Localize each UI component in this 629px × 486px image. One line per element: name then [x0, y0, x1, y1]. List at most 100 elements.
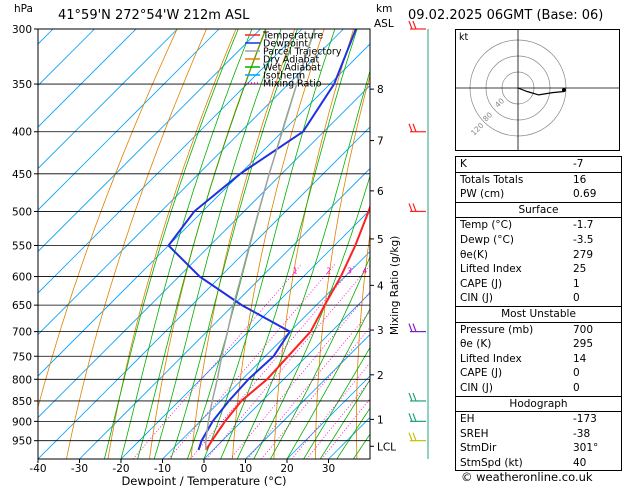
km-tick-label: 5 [377, 234, 384, 246]
hodo-value: -173 [573, 413, 597, 426]
mu-row: CAPE (J) 0 [456, 366, 621, 381]
temp-tick-label: 10 [239, 463, 252, 475]
pressure-tick-label: 650 [12, 300, 32, 312]
mu-value: 0 [573, 367, 580, 380]
mixing-ratio-line [306, 379, 370, 459]
mu-row: CIN (J) 0 [456, 381, 621, 397]
pressure-tick-label: 900 [12, 416, 32, 428]
surface-label: Temp (°C) [460, 219, 513, 232]
surface-row: CIN (J) 0 [456, 291, 621, 307]
hodograph-unit-label: kt [459, 32, 469, 43]
mixing-ratio-line [132, 264, 302, 459]
mixing-ratio-line [321, 398, 370, 459]
indices-row-pw: PW (cm) 0.69 [456, 187, 621, 203]
isotherm-line [203, 292, 370, 459]
wind-barb [408, 392, 426, 402]
most-unstable-title: Most Unstable [456, 307, 621, 323]
mixing-ratio-line [206, 264, 370, 459]
wind-barb-flag [412, 20, 417, 30]
wind-barb-flag [408, 123, 413, 132]
temp-tick-label: -40 [29, 463, 46, 475]
surface-label: θe(K) [460, 248, 488, 261]
credit-text: © weatheronline.co.uk [461, 470, 593, 484]
surface-value: 1 [573, 277, 580, 290]
mu-value: 14 [573, 352, 587, 365]
datetime-title: 09.02.2025 06GMT (Base: 06) [408, 8, 604, 23]
dry-adiabat-line [315, 74, 370, 459]
surface-value: -1.7 [573, 219, 594, 232]
hodo-value: 301° [573, 442, 599, 455]
wet-adiabat-line [270, 255, 370, 459]
isotherm-line [38, 29, 261, 253]
wind-barb-flag [408, 203, 413, 212]
dry-adiabat-line [356, 231, 370, 459]
indices-table: K -7 Totals Totals 16 PW (cm) 0.69 Surface … [455, 156, 622, 472]
hodo-row: EH -173 [456, 412, 621, 427]
profile-parcel-trajectory [204, 29, 316, 451]
indices-value: 0.69 [573, 188, 597, 201]
mixing-ratio-axis-title: Mixing Ratio (g/kg) [389, 236, 401, 335]
km-tick-label: 8 [377, 84, 384, 96]
profile-dewpoint [167, 29, 357, 451]
pressure-tick-label: 850 [12, 396, 32, 408]
legend-label: Temperature [262, 31, 323, 42]
profile-temperature [205, 204, 370, 451]
pressure-tick-label: 350 [12, 79, 32, 91]
pressure-tick-label: 950 [12, 436, 32, 448]
surface-value: 25 [573, 263, 587, 276]
isotherm-line [286, 375, 370, 459]
surface-row: CAPE (J) 1 [456, 277, 621, 292]
mu-value: 700 [573, 323, 594, 336]
wind-barb-flag [408, 20, 413, 30]
pressure-tick-label: 600 [12, 272, 32, 284]
wind-barb-flag [412, 123, 417, 132]
mu-value: 295 [573, 338, 594, 351]
wet-adiabat-line [253, 174, 370, 459]
mu-label: CAPE (J) [460, 367, 503, 380]
hodo-label: EH [460, 413, 475, 426]
hodo-label: SREH [460, 427, 489, 440]
hodo-label: StmDir [460, 442, 497, 455]
pressure-tick-label: 400 [12, 127, 32, 139]
isotherm-line [38, 29, 344, 336]
hodograph-trace [517, 87, 565, 96]
asl-label: ASL [374, 18, 394, 30]
surface-label: CAPE (J) [460, 277, 503, 290]
temp-tick-label: 20 [280, 463, 293, 475]
wind-barb [408, 413, 426, 422]
mixing-ratio-label: 10 [414, 267, 424, 276]
km-tick-label: LCL [377, 441, 396, 453]
mu-row: Pressure (mb) 700 [456, 323, 621, 338]
indices-row-tt: Totals Totals 16 [456, 173, 621, 188]
wind-barb-flag [408, 323, 413, 332]
temp-tick-label: 0 [201, 463, 208, 475]
dry-adiabat-line [396, 29, 442, 459]
km-tick-label: 4 [377, 280, 384, 292]
wind-barb [408, 123, 426, 133]
mu-label: CIN (J) [460, 381, 493, 394]
wet-adiabat-line [303, 346, 370, 459]
surface-label: CIN (J) [460, 292, 493, 305]
indices-label: K [460, 158, 467, 170]
hodo-row: SREH -38 [456, 427, 621, 442]
wet-adiabat-line [336, 407, 370, 459]
pressure-tick-label: 450 [12, 169, 32, 181]
wind-barb-flag [412, 203, 417, 212]
mixing-ratio-label: 8 [401, 267, 406, 276]
surface-value: 0 [573, 292, 580, 305]
pressure-tick-label: 800 [12, 374, 32, 386]
wind-barb-flag [408, 413, 413, 422]
wet-adiabat-line [319, 378, 370, 459]
x-axis-title: Dewpoint / Temperature (°C) [121, 474, 286, 486]
km-tick-label: 2 [377, 370, 384, 382]
hodograph-storm-marker [562, 88, 566, 92]
surface-row: Lifted Index 25 [456, 262, 621, 277]
isotherm-line [38, 29, 220, 211]
pressure-tick-label: 300 [12, 24, 32, 36]
location-title: 41°59'N 272°54'W 212m ASL [58, 8, 250, 23]
mu-value: 0 [573, 381, 580, 394]
surface-value: -3.5 [573, 233, 594, 246]
isotherm-line [38, 29, 303, 294]
wet-adiabat-line [120, 29, 253, 459]
